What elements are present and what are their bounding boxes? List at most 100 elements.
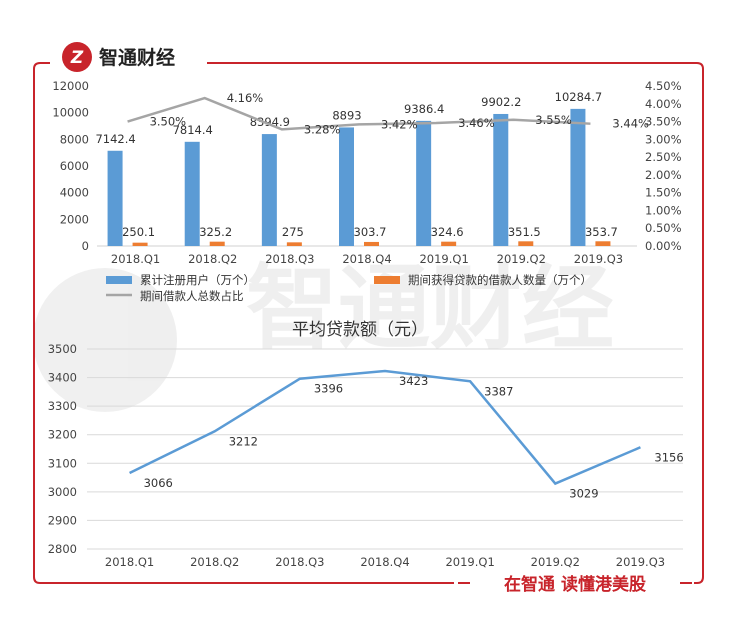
bar-label-registered-users: 9902.2 xyxy=(481,95,521,109)
line-label-borrower-ratio: 3.42% xyxy=(381,117,418,131)
y-tick-label: 2800 xyxy=(48,542,77,556)
y-right-tick-label: 1.00% xyxy=(645,203,682,217)
watermark: 智通财经 xyxy=(33,255,614,412)
y-tick-label: 2900 xyxy=(48,513,77,527)
point-label-average-loan: 3156 xyxy=(654,450,683,464)
slogan-text: 在智通 读懂港美股 xyxy=(504,574,646,595)
x-tick-label: 2018.Q1 xyxy=(105,555,154,569)
x-tick-label: 2018.Q4 xyxy=(342,252,391,266)
bar-registered-users xyxy=(570,108,586,246)
y-right-tick-label: 4.00% xyxy=(645,97,682,111)
bar-borrowers xyxy=(518,241,534,246)
bar-label-borrowers: 303.7 xyxy=(354,225,387,239)
bar-registered-users xyxy=(107,150,123,246)
line-average-loan xyxy=(129,369,641,486)
logo-icon xyxy=(62,42,92,72)
bar-label-registered-users: 8893 xyxy=(332,108,361,122)
bar-label-borrowers: 324.6 xyxy=(431,225,464,239)
legend-label-borrowers: 期间获得贷款的借款人数量（万个） xyxy=(408,273,592,287)
bar-borrowers xyxy=(364,241,379,246)
bar-label-borrowers: 353.7 xyxy=(585,225,618,239)
bar-registered-users xyxy=(493,113,509,246)
x-tick-label: 2018.Q3 xyxy=(275,555,324,569)
watermark-text: 智通财经 xyxy=(246,255,614,362)
legend-swatch-registered-users xyxy=(106,276,132,284)
brand-name: 智通财经 xyxy=(99,46,175,69)
y-left-tick-label: 0 xyxy=(82,239,89,253)
y-tick-label: 3500 xyxy=(48,342,77,356)
line-label-borrower-ratio: 3.28% xyxy=(304,122,341,136)
users-borrowers-chart: 0 2000 4000 6000 8000 10000 12000 0.00% 0.50% 1.0… xyxy=(52,79,681,303)
bar-label-borrowers: 250.1 xyxy=(122,225,155,239)
line-label-borrower-ratio: 3.50% xyxy=(150,115,187,129)
bar-borrowers xyxy=(209,241,225,246)
legend-label-registered-users: 累计注册用户（万个） xyxy=(140,273,255,287)
bar-label-registered-users: 7142.4 xyxy=(95,132,135,146)
y-right-tick-label: 3.50% xyxy=(645,115,682,129)
point-label-average-loan: 3387 xyxy=(484,384,513,398)
y-tick-label: 3000 xyxy=(48,485,77,499)
y-right-tick-label: 4.50% xyxy=(645,79,682,93)
bar-label-registered-users: 8394.9 xyxy=(250,115,290,129)
bar-borrowers xyxy=(132,242,148,246)
x-tick-label: 2018.Q1 xyxy=(111,252,160,266)
y-tick-label: 3200 xyxy=(48,428,77,442)
bar-borrowers xyxy=(595,241,611,246)
footer-slogan: 在智通 读懂港美股 xyxy=(458,574,692,595)
brand-logo: Z 智通财经 xyxy=(62,42,175,72)
x-tick-label: 2019.Q2 xyxy=(497,252,546,266)
x-tick-label: 2019.Q2 xyxy=(531,555,580,569)
line-borrower-ratio xyxy=(127,96,591,131)
bar-label-registered-users: 10284.7 xyxy=(555,90,603,104)
y-tick-label: 3400 xyxy=(48,371,77,385)
point-label-average-loan: 3066 xyxy=(144,476,173,490)
average-loan-chart: 平均贷款额（元） 2800 2900 3000 3100 3200 3300 3400 3500… xyxy=(48,320,684,569)
bar-registered-users xyxy=(261,134,277,246)
y-left-tick-label: 10000 xyxy=(52,106,89,120)
y-left-tick-label: 6000 xyxy=(60,159,89,173)
bar-label-borrowers: 325.2 xyxy=(199,225,232,239)
point-label-average-loan: 3396 xyxy=(314,382,343,396)
point-label-average-loan: 3029 xyxy=(569,487,598,501)
x-tick-label: 2018.Q3 xyxy=(265,252,314,266)
y-left-tick-label: 12000 xyxy=(52,79,89,93)
y-right-tick-label: 2.50% xyxy=(645,150,682,164)
legend-swatch-borrowers xyxy=(374,276,400,284)
x-tick-label: 2019.Q1 xyxy=(419,252,468,266)
line-label-borrower-ratio: 3.44% xyxy=(612,117,649,131)
y-tick-label: 3100 xyxy=(48,456,77,470)
x-tick-label: 2018.Q2 xyxy=(190,555,239,569)
line-label-borrower-ratio: 4.16% xyxy=(227,91,264,105)
y-right-tick-label: 2.00% xyxy=(645,168,682,182)
chart-title: 平均贷款额（元） xyxy=(292,320,428,340)
x-tick-label: 2019.Q1 xyxy=(445,555,494,569)
x-tick-label: 2019.Q3 xyxy=(616,555,665,569)
y-right-tick-label: 0.50% xyxy=(645,221,682,235)
bar-label-borrowers: 275 xyxy=(282,225,304,239)
bar-registered-users xyxy=(416,120,432,246)
bar-label-registered-users: 9386.4 xyxy=(404,102,444,116)
y-right-tick-label: 1.50% xyxy=(645,186,682,200)
y-left-tick-label: 4000 xyxy=(60,186,89,200)
x-tick-label: 2018.Q2 xyxy=(188,252,237,266)
point-label-average-loan: 3212 xyxy=(229,434,258,448)
point-label-average-loan: 3423 xyxy=(399,374,428,388)
bar-label-registered-users: 7814.4 xyxy=(173,123,213,137)
x-tick-label: 2019.Q3 xyxy=(574,252,623,266)
y-right-tick-label: 0.00% xyxy=(645,239,682,253)
bar-registered-users xyxy=(184,141,200,246)
y-right-tick-label: 3.00% xyxy=(645,132,682,146)
y-tick-label: 3300 xyxy=(48,399,77,413)
bar-borrowers xyxy=(441,241,457,246)
line-label-borrower-ratio: 3.46% xyxy=(458,116,495,130)
frame-border xyxy=(33,62,704,584)
x-tick-label: 2018.Q4 xyxy=(360,555,409,569)
bar-label-borrowers: 351.5 xyxy=(508,225,541,239)
logo-glyph: Z xyxy=(70,48,84,68)
bar-borrowers xyxy=(286,242,302,246)
bar-registered-users xyxy=(339,127,354,246)
y-left-tick-label: 2000 xyxy=(60,212,89,226)
line-label-borrower-ratio: 3.55% xyxy=(535,113,572,127)
legend-label-borrower-ratio: 期间借款人总数占比 xyxy=(140,289,244,303)
